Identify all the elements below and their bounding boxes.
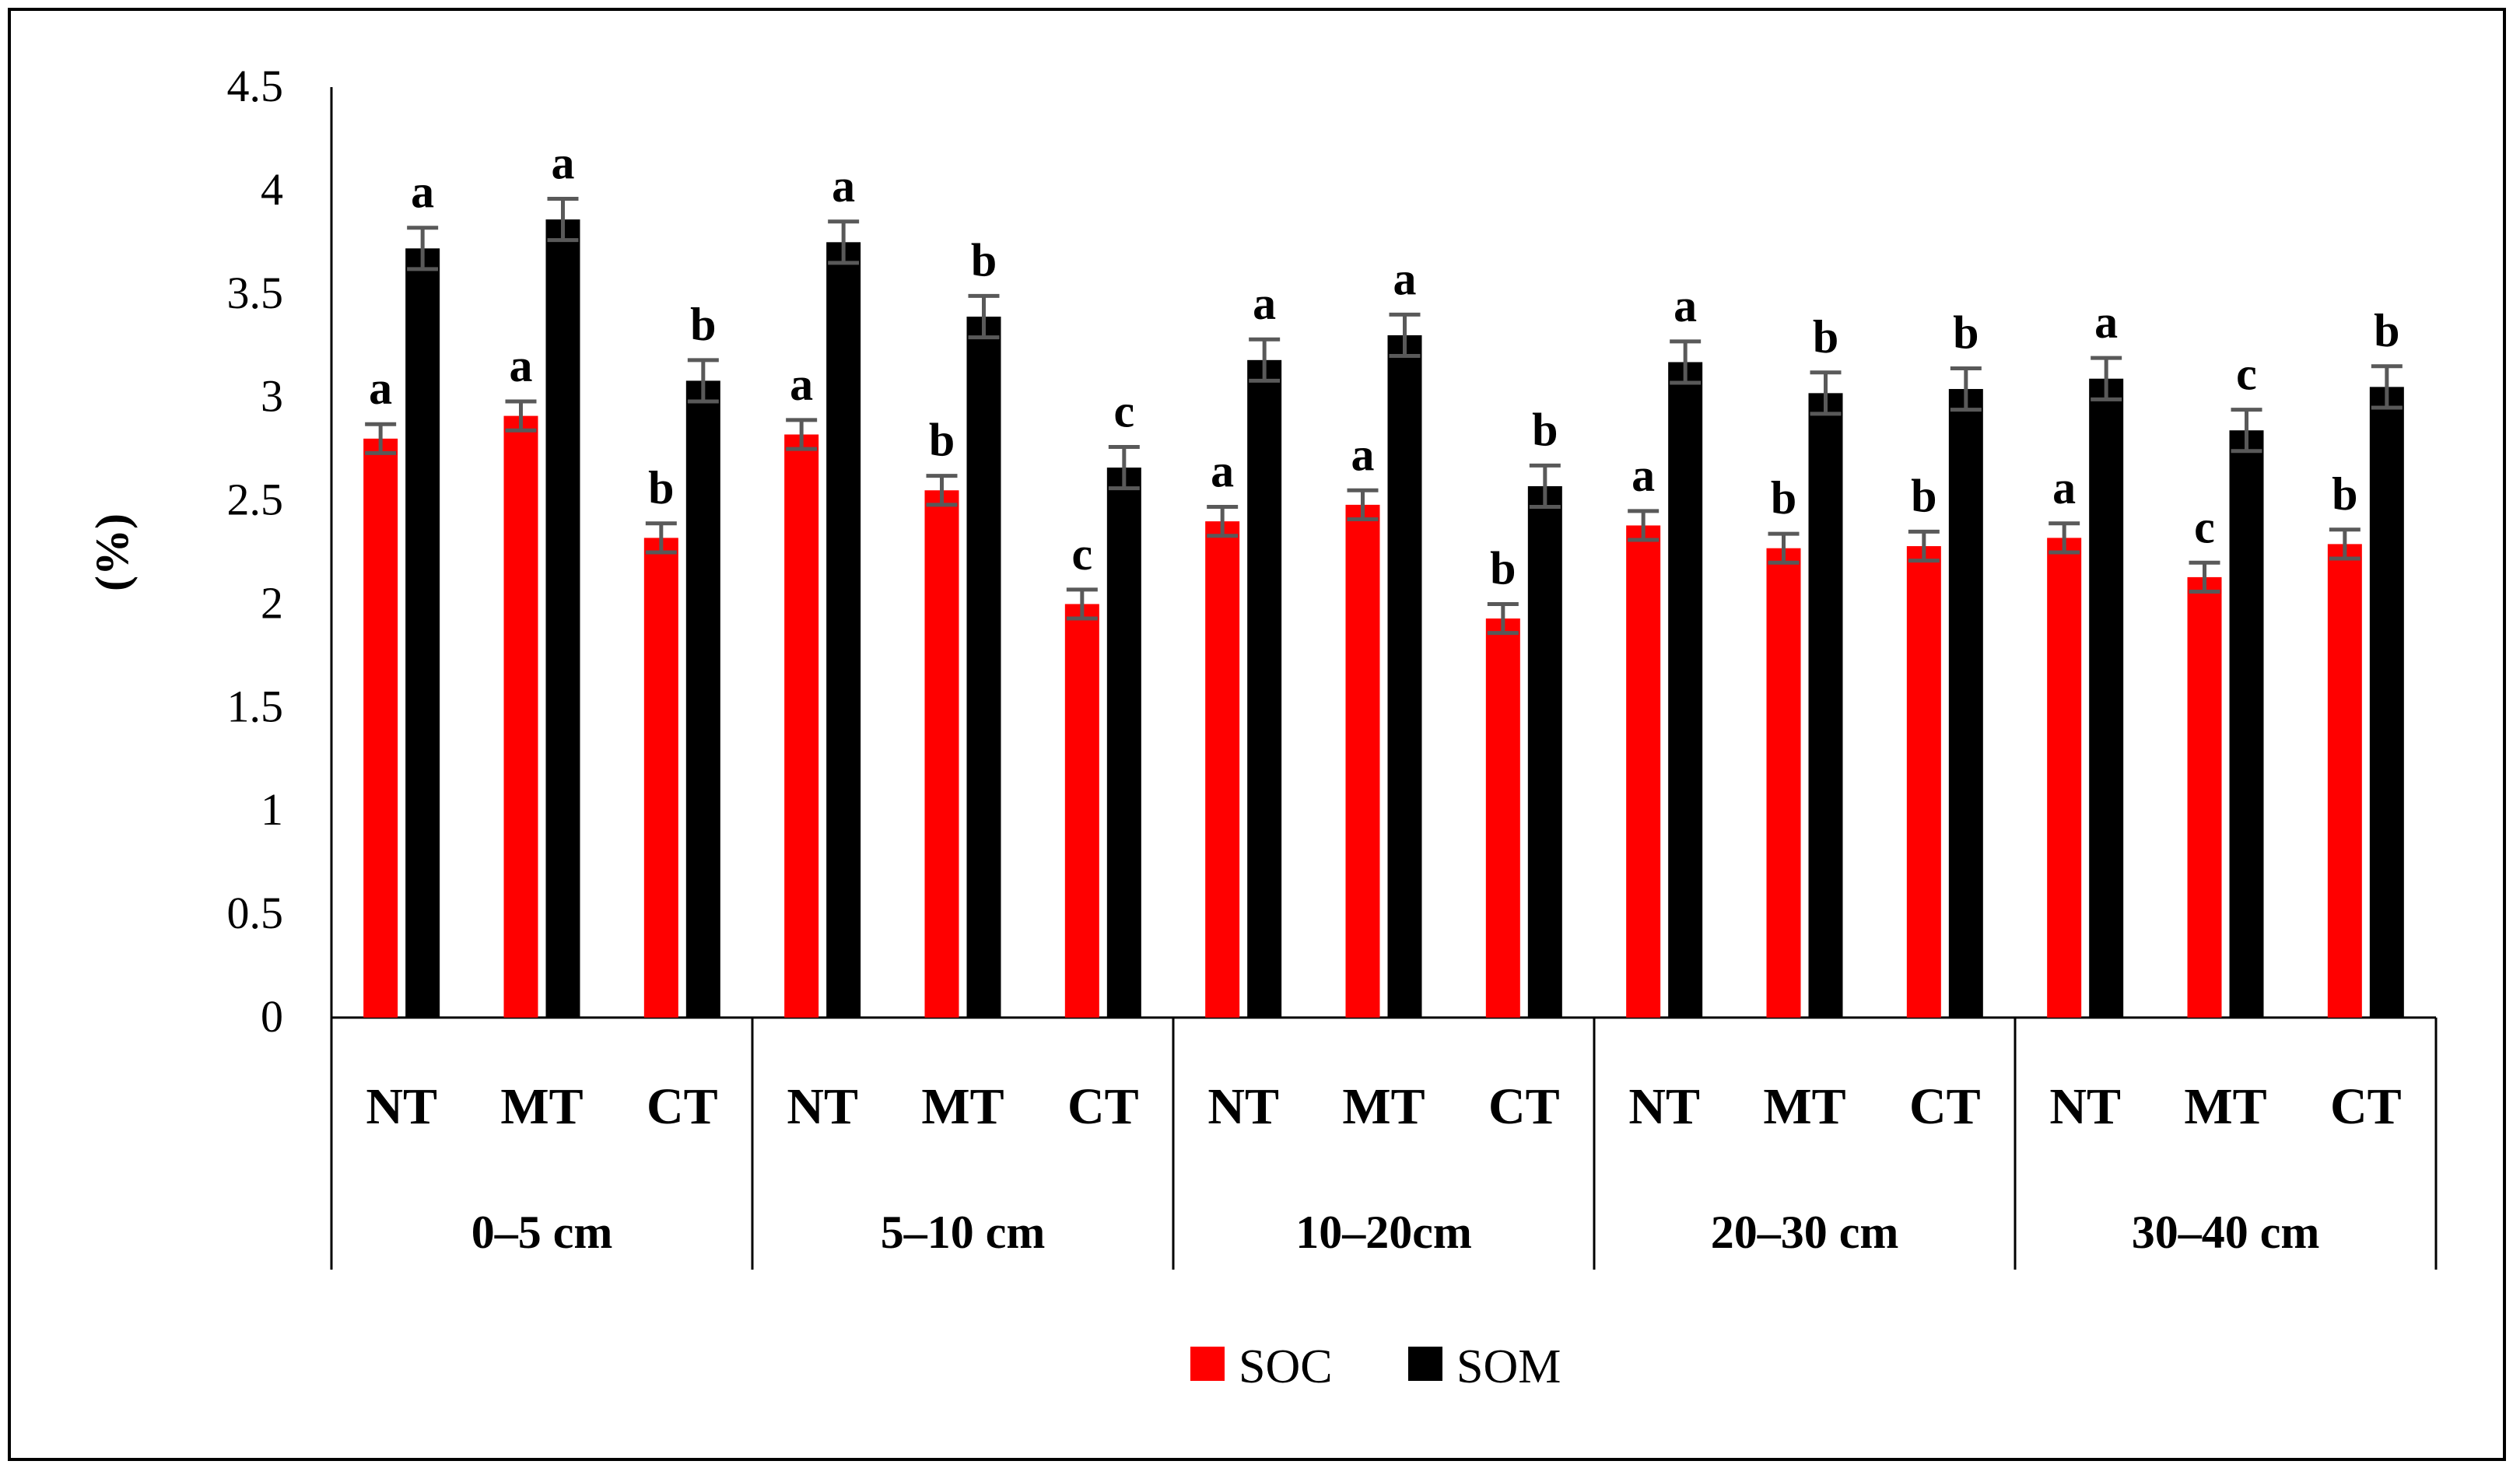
som-bar xyxy=(1948,389,1983,1018)
soc-significance-letter: a xyxy=(1351,429,1375,480)
treatment-label: MT xyxy=(2184,1078,2266,1135)
depth-group-label: 5–10 cm xyxy=(881,1207,1046,1258)
som-significance-letter: b xyxy=(1953,307,1978,358)
som-significance-letter: c xyxy=(1114,385,1135,436)
treatment-label: CT xyxy=(1909,1078,1981,1135)
som-bar xyxy=(545,219,580,1018)
som-significance-letter: a xyxy=(2094,296,2118,348)
depth-group-label: 30–40 cm xyxy=(2132,1207,2320,1258)
depth-group-label: 20–30 cm xyxy=(1711,1207,1899,1258)
som-bar xyxy=(1527,485,1562,1018)
soc-bar xyxy=(784,434,819,1018)
soc-significance-letter: b xyxy=(1771,472,1796,524)
soc-significance-letter: a xyxy=(369,363,392,414)
soc-significance-letter: b xyxy=(1911,470,1936,521)
treatment-label: MT xyxy=(921,1078,1004,1135)
som-bar xyxy=(405,248,440,1018)
soc-bar xyxy=(1345,504,1380,1018)
treatment-label: CT xyxy=(2330,1078,2402,1135)
som-significance-letter: b xyxy=(971,234,997,286)
y-tick-label: 2.5 xyxy=(227,475,284,525)
som-bar xyxy=(1668,362,1703,1018)
som-bar xyxy=(1247,359,1282,1018)
soc-significance-letter: a xyxy=(1211,446,1234,497)
som-bar xyxy=(826,242,861,1018)
soc-bar xyxy=(1205,521,1240,1018)
som-bar xyxy=(2089,378,2124,1018)
soc-bar xyxy=(1485,618,1520,1018)
treatment-label: NT xyxy=(1207,1078,1279,1135)
soc-bar xyxy=(2187,576,2222,1018)
soc-bar xyxy=(1906,546,1941,1018)
y-tick-label: 3.5 xyxy=(227,268,284,318)
soc-significance-letter: b xyxy=(2332,468,2357,520)
treatment-label: NT xyxy=(787,1078,858,1135)
soc-bar xyxy=(2047,538,2082,1018)
som-significance-letter: b xyxy=(690,299,716,350)
y-tick-label: 0.5 xyxy=(227,888,284,938)
som-significance-letter: b xyxy=(1813,311,1838,363)
treatment-label: NT xyxy=(366,1078,437,1135)
soc-significance-letter: b xyxy=(648,462,674,513)
legend-soc-swatch xyxy=(1190,1347,1225,1381)
som-significance-letter: b xyxy=(2374,305,2399,356)
som-bar xyxy=(1808,393,1843,1018)
y-axis-title: (%) xyxy=(86,513,138,591)
legend-soc-label: SOC xyxy=(1239,1340,1333,1393)
y-tick-label: 4.5 xyxy=(227,61,284,111)
y-tick-label: 4 xyxy=(261,164,283,215)
soc-significance-letter: b xyxy=(929,415,955,466)
som-bar xyxy=(966,317,1001,1018)
depth-group-label: 10–20cm xyxy=(1295,1207,1472,1258)
soc-bar xyxy=(643,538,678,1018)
treatment-label: NT xyxy=(2049,1078,2121,1135)
treatment-label: MT xyxy=(1763,1078,1845,1135)
som-bar xyxy=(2229,430,2264,1018)
soc-bar xyxy=(2327,544,2362,1018)
soc-significance-letter: a xyxy=(1632,450,1655,501)
soc-bar xyxy=(363,438,398,1018)
y-tick-label: 3 xyxy=(261,371,283,422)
soc-significance-letter: c xyxy=(1072,528,1093,580)
som-significance-letter: c xyxy=(2236,349,2257,400)
som-bar xyxy=(685,380,720,1018)
treatment-label: NT xyxy=(1628,1078,1700,1135)
soc-bar xyxy=(924,490,959,1018)
som-significance-letter: a xyxy=(1253,278,1276,329)
legend-som-swatch xyxy=(1408,1347,1442,1381)
som-significance-letter: a xyxy=(1674,280,1697,331)
soc-significance-letter: a xyxy=(790,359,813,410)
treatment-label: CT xyxy=(647,1078,718,1135)
soc-bar xyxy=(1766,548,1801,1018)
soc-bar xyxy=(1064,604,1099,1018)
y-tick-label: 1 xyxy=(261,784,283,835)
som-bar xyxy=(2369,387,2404,1018)
y-tick-label: 2 xyxy=(261,577,283,628)
som-bar xyxy=(1106,468,1141,1018)
som-significance-letter: b xyxy=(1532,404,1558,455)
soc-significance-letter: a xyxy=(2052,462,2076,513)
legend-som-label: SOM xyxy=(1456,1340,1561,1393)
som-significance-letter: a xyxy=(1393,253,1417,304)
soc-significance-letter: a xyxy=(510,340,533,391)
soc-significance-letter: c xyxy=(2194,501,2215,552)
depth-group-label: 0–5 cm xyxy=(471,1207,613,1258)
treatment-label: MT xyxy=(1342,1078,1425,1135)
soc-significance-letter: b xyxy=(1490,542,1516,594)
som-significance-letter: a xyxy=(832,160,855,212)
y-tick-label: 0 xyxy=(261,991,283,1042)
soc-bar xyxy=(1626,525,1661,1018)
treatment-label: CT xyxy=(1488,1078,1560,1135)
som-bar xyxy=(1387,335,1422,1018)
som-significance-letter: a xyxy=(411,166,434,218)
treatment-label: MT xyxy=(500,1078,583,1135)
som-significance-letter: a xyxy=(552,138,575,189)
treatment-label: CT xyxy=(1067,1078,1139,1135)
y-tick-label: 1.5 xyxy=(227,681,284,731)
soc-bar xyxy=(503,415,538,1018)
